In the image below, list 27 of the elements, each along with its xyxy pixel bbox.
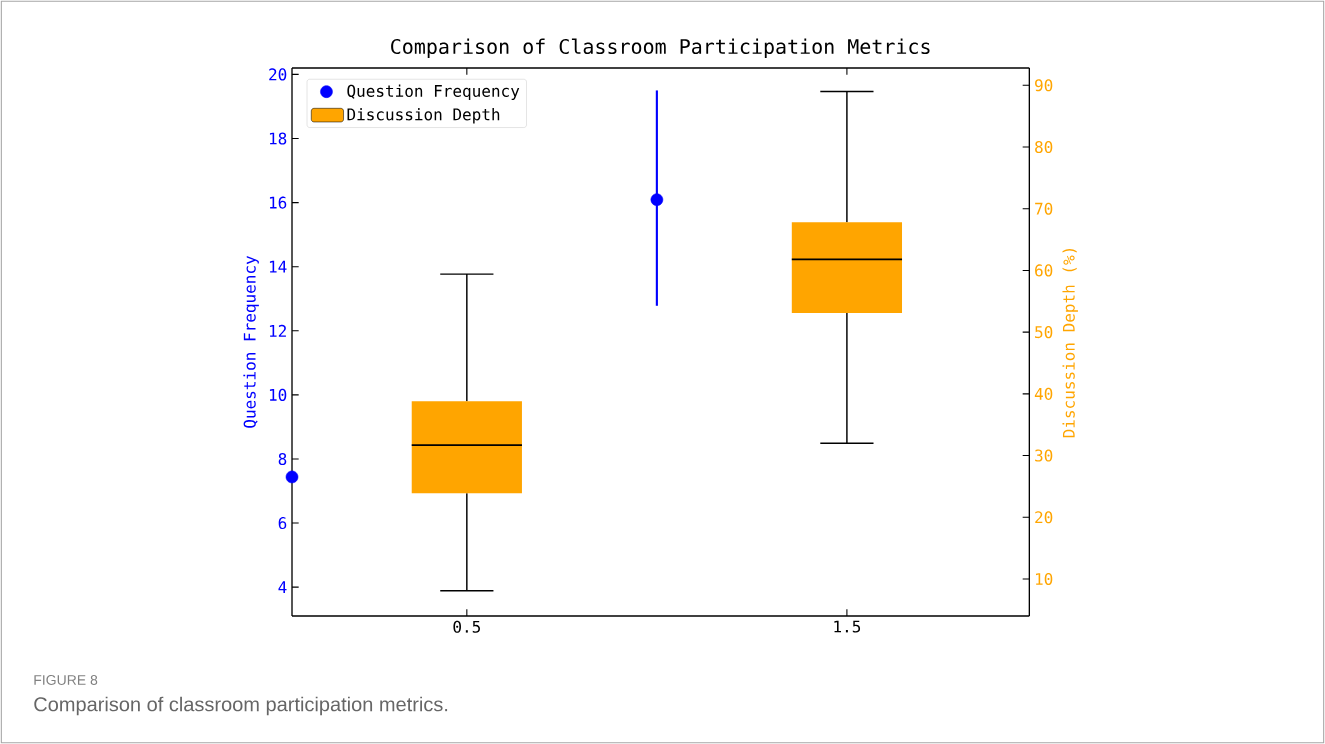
y2-axis-title: Discussion Depth (%) — [1062, 249, 1078, 438]
y2-tick-label: 90 — [1035, 79, 1053, 92]
y2-tick-label: 40 — [1034, 387, 1053, 400]
caption: FIGURE 8 — [34, 675, 98, 685]
y2-tick-label: 10 — [1035, 572, 1053, 586]
y-tick-label: 14 — [269, 260, 287, 273]
y2-tick-label: 60 — [1035, 264, 1053, 277]
x-tick-label: 0.5 — [453, 620, 480, 633]
y-tick-label: 4 — [278, 581, 287, 593]
y2-tick-label: 30 — [1035, 449, 1053, 462]
y2-tick-label: 20 — [1035, 511, 1053, 524]
x-tick-label: 1.5 — [834, 620, 861, 633]
chart-title: Comparison of Classroom Participation Metrics — [391, 38, 930, 58]
y-tick-label: 16 — [269, 196, 287, 209]
y2-tick-label: 70 — [1035, 202, 1053, 215]
y-tick-label: 6 — [278, 517, 287, 530]
y2-tick-label: 50 — [1035, 326, 1053, 339]
y-tick-label: 8 — [278, 452, 287, 466]
y-tick-label: 10 — [269, 388, 287, 401]
y-axis-title: Question Frequency — [243, 255, 259, 428]
text: Comparison of classroom participation metrics. — [34, 696, 448, 716]
y-tick-label: 12 — [269, 324, 286, 337]
y-tick-label: 18 — [269, 132, 287, 145]
legend-label: Question Frequency — [347, 84, 520, 101]
y-tick-label: 20 — [269, 68, 287, 81]
y2-tick-label: 80 — [1035, 140, 1053, 154]
legend-label: Discussion Depth — [347, 108, 500, 124]
